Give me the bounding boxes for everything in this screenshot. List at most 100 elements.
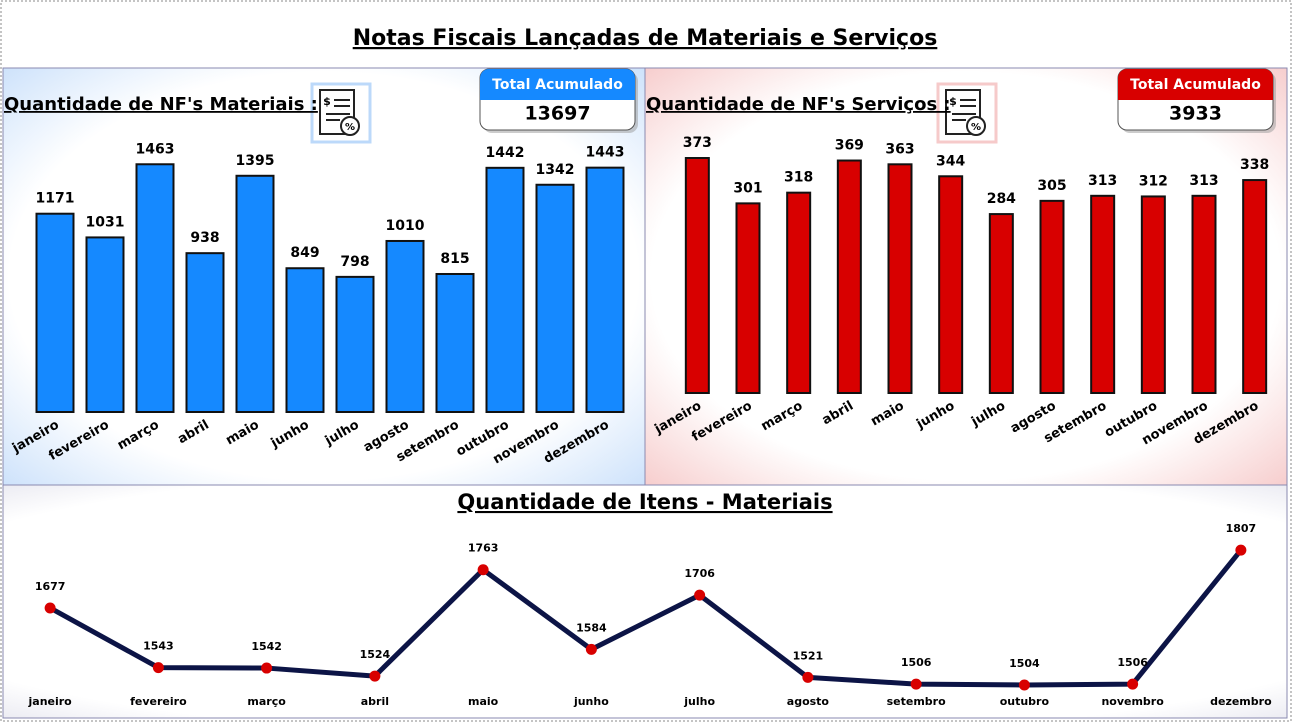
marker — [369, 670, 381, 682]
kpi-card: Total Acumulado 3933 — [1117, 68, 1276, 133]
data-label: 1524 — [360, 648, 391, 661]
data-label: 1442 — [486, 145, 525, 161]
data-label: 344 — [936, 153, 965, 169]
bar — [185, 252, 225, 413]
data-label: 313 — [1189, 173, 1218, 189]
kpi-label: Total Acumulado — [492, 77, 623, 93]
data-label: 1521 — [793, 649, 824, 662]
x-tick-label: maio — [468, 695, 499, 708]
data-label: 1171 — [36, 191, 75, 207]
data-label: 1542 — [251, 640, 282, 653]
bar — [385, 239, 425, 413]
bar — [988, 213, 1014, 394]
receipt-icon: % $ — [936, 82, 998, 144]
data-label: 318 — [784, 170, 813, 186]
x-tick-label: setembro — [887, 695, 946, 708]
svg-text:%: % — [971, 122, 981, 133]
svg-text:$: $ — [949, 95, 957, 108]
marker — [802, 671, 814, 683]
data-label: 1443 — [586, 145, 625, 161]
data-label: 938 — [190, 230, 219, 246]
data-label: 1010 — [386, 218, 425, 234]
x-tick-label: abril — [361, 695, 389, 708]
bar — [335, 275, 375, 414]
bar — [485, 166, 525, 413]
bar — [887, 163, 913, 394]
x-tick-label: junho — [573, 695, 609, 708]
x-tick-label: fevereiro — [130, 695, 187, 708]
bar — [684, 157, 710, 394]
bar — [235, 174, 275, 413]
bar — [1191, 194, 1217, 394]
bar — [535, 183, 575, 413]
data-label: 313 — [1088, 173, 1117, 189]
bar — [135, 163, 175, 413]
data-label: 1543 — [143, 640, 174, 653]
data-label: 363 — [885, 141, 914, 157]
data-label: 1677 — [35, 580, 66, 593]
x-tick-label: agosto — [787, 695, 830, 708]
kpi-value: 3933 — [1169, 103, 1222, 125]
data-label: 1706 — [684, 567, 715, 580]
bar — [35, 212, 75, 413]
marker — [694, 589, 706, 601]
bar — [435, 272, 475, 414]
kpi-header — [480, 69, 635, 100]
marker — [1235, 544, 1247, 556]
x-tick-label: março — [247, 695, 286, 708]
data-label: 338 — [1240, 157, 1269, 173]
data-label: 849 — [290, 245, 319, 261]
data-label: 301 — [733, 180, 762, 196]
bar — [786, 191, 812, 394]
marker — [910, 678, 922, 690]
chart-title: Quantidade de NF's Materiais : — [4, 94, 318, 115]
data-label: 1506 — [901, 656, 932, 669]
data-label: 1763 — [468, 542, 499, 555]
receipt-icon: % $ — [310, 82, 372, 144]
marker — [477, 564, 489, 576]
data-label: 1584 — [576, 621, 607, 634]
bar — [1090, 194, 1116, 394]
x-tick-label: julho — [683, 695, 715, 708]
x-tick-label: dezembro — [1210, 695, 1272, 708]
bar — [836, 159, 862, 394]
data-label: 1031 — [86, 214, 125, 230]
bar — [585, 166, 625, 413]
data-label: 305 — [1037, 178, 1066, 194]
line — [48, 548, 1243, 688]
marker — [261, 662, 273, 674]
data-label: 369 — [835, 138, 864, 154]
panel — [2, 484, 1288, 719]
data-label: 373 — [683, 135, 712, 151]
x-tick-label: novembro — [1101, 695, 1164, 708]
kpi-card: Total Acumulado 13697 — [479, 68, 638, 133]
svg-text:%: % — [345, 122, 355, 133]
marker — [44, 602, 56, 614]
page-title: Notas Fiscais Lançadas de Materiais e Se… — [353, 26, 938, 51]
data-label: 1342 — [536, 162, 575, 178]
data-label: 284 — [987, 191, 1016, 207]
bar — [938, 175, 964, 394]
data-label: 815 — [440, 251, 469, 267]
data-label: 1463 — [136, 141, 175, 157]
chart-title: Quantidade de Itens - Materiais — [457, 490, 832, 514]
kpi-label: Total Acumulado — [1130, 77, 1261, 93]
kpi-value: 13697 — [524, 103, 590, 125]
bar — [1242, 179, 1268, 394]
data-label: 1504 — [1009, 657, 1040, 670]
marker — [1127, 678, 1139, 690]
data-label: 312 — [1139, 173, 1168, 189]
data-label: 1506 — [1117, 656, 1148, 669]
marker — [152, 662, 164, 674]
chart-title: Quantidade de NF's Serviços : — [646, 94, 951, 115]
x-tick-label: outubro — [1000, 695, 1050, 708]
bar — [1140, 195, 1166, 394]
marker — [1018, 679, 1030, 691]
bar — [735, 202, 761, 394]
data-label: 1395 — [236, 153, 275, 169]
marker — [585, 643, 597, 655]
svg-text:$: $ — [323, 95, 331, 108]
kpi-header — [1118, 69, 1273, 100]
bar — [85, 236, 125, 413]
